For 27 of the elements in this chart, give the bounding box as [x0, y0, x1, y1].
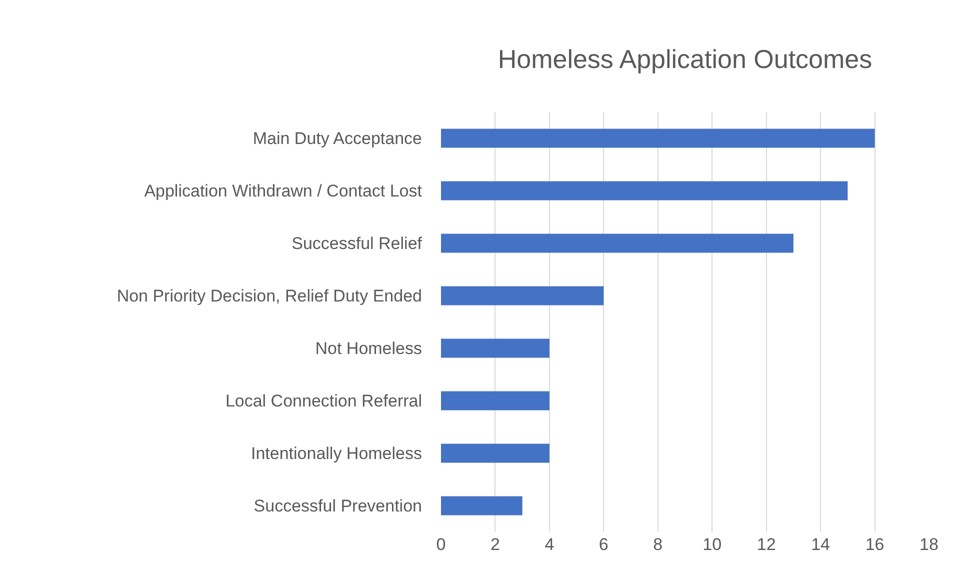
y-tick-label: Intentionally Homeless — [250, 444, 422, 464]
chart-title: Homeless Application Outcomes — [498, 44, 872, 74]
bar — [441, 234, 794, 253]
bar — [441, 128, 875, 148]
y-tick-label: Successful Prevention — [254, 496, 422, 516]
x-tick-label: 18 — [920, 535, 938, 554]
x-tick-label: 10 — [702, 535, 722, 554]
x-tick-label: 0 — [436, 535, 446, 554]
bar — [441, 391, 550, 410]
bar — [441, 286, 604, 306]
y-tick-label: Local Connection Referral — [225, 392, 422, 411]
y-tick-label: Application Withdrawn / Contact Lost — [144, 182, 422, 201]
x-tick-label: 12 — [756, 535, 776, 554]
bar — [441, 338, 550, 358]
bar — [441, 181, 848, 200]
x-tick-label: 2 — [490, 535, 500, 554]
y-tick-label: Successful Relief — [292, 234, 422, 254]
y-tick-label: Non Priority Decision, Relief Duty Ended — [116, 286, 422, 306]
x-tick-label: 4 — [544, 535, 554, 554]
y-tick-label: Main Duty Acceptance — [252, 129, 422, 148]
x-tick-label: 16 — [865, 535, 884, 554]
bar — [441, 496, 522, 516]
y-tick-label: Not Homeless — [315, 339, 422, 358]
bar — [441, 444, 550, 463]
x-tick-label: 14 — [811, 535, 830, 554]
x-tick-label: 8 — [653, 535, 663, 554]
x-tick-label: 6 — [598, 535, 608, 554]
